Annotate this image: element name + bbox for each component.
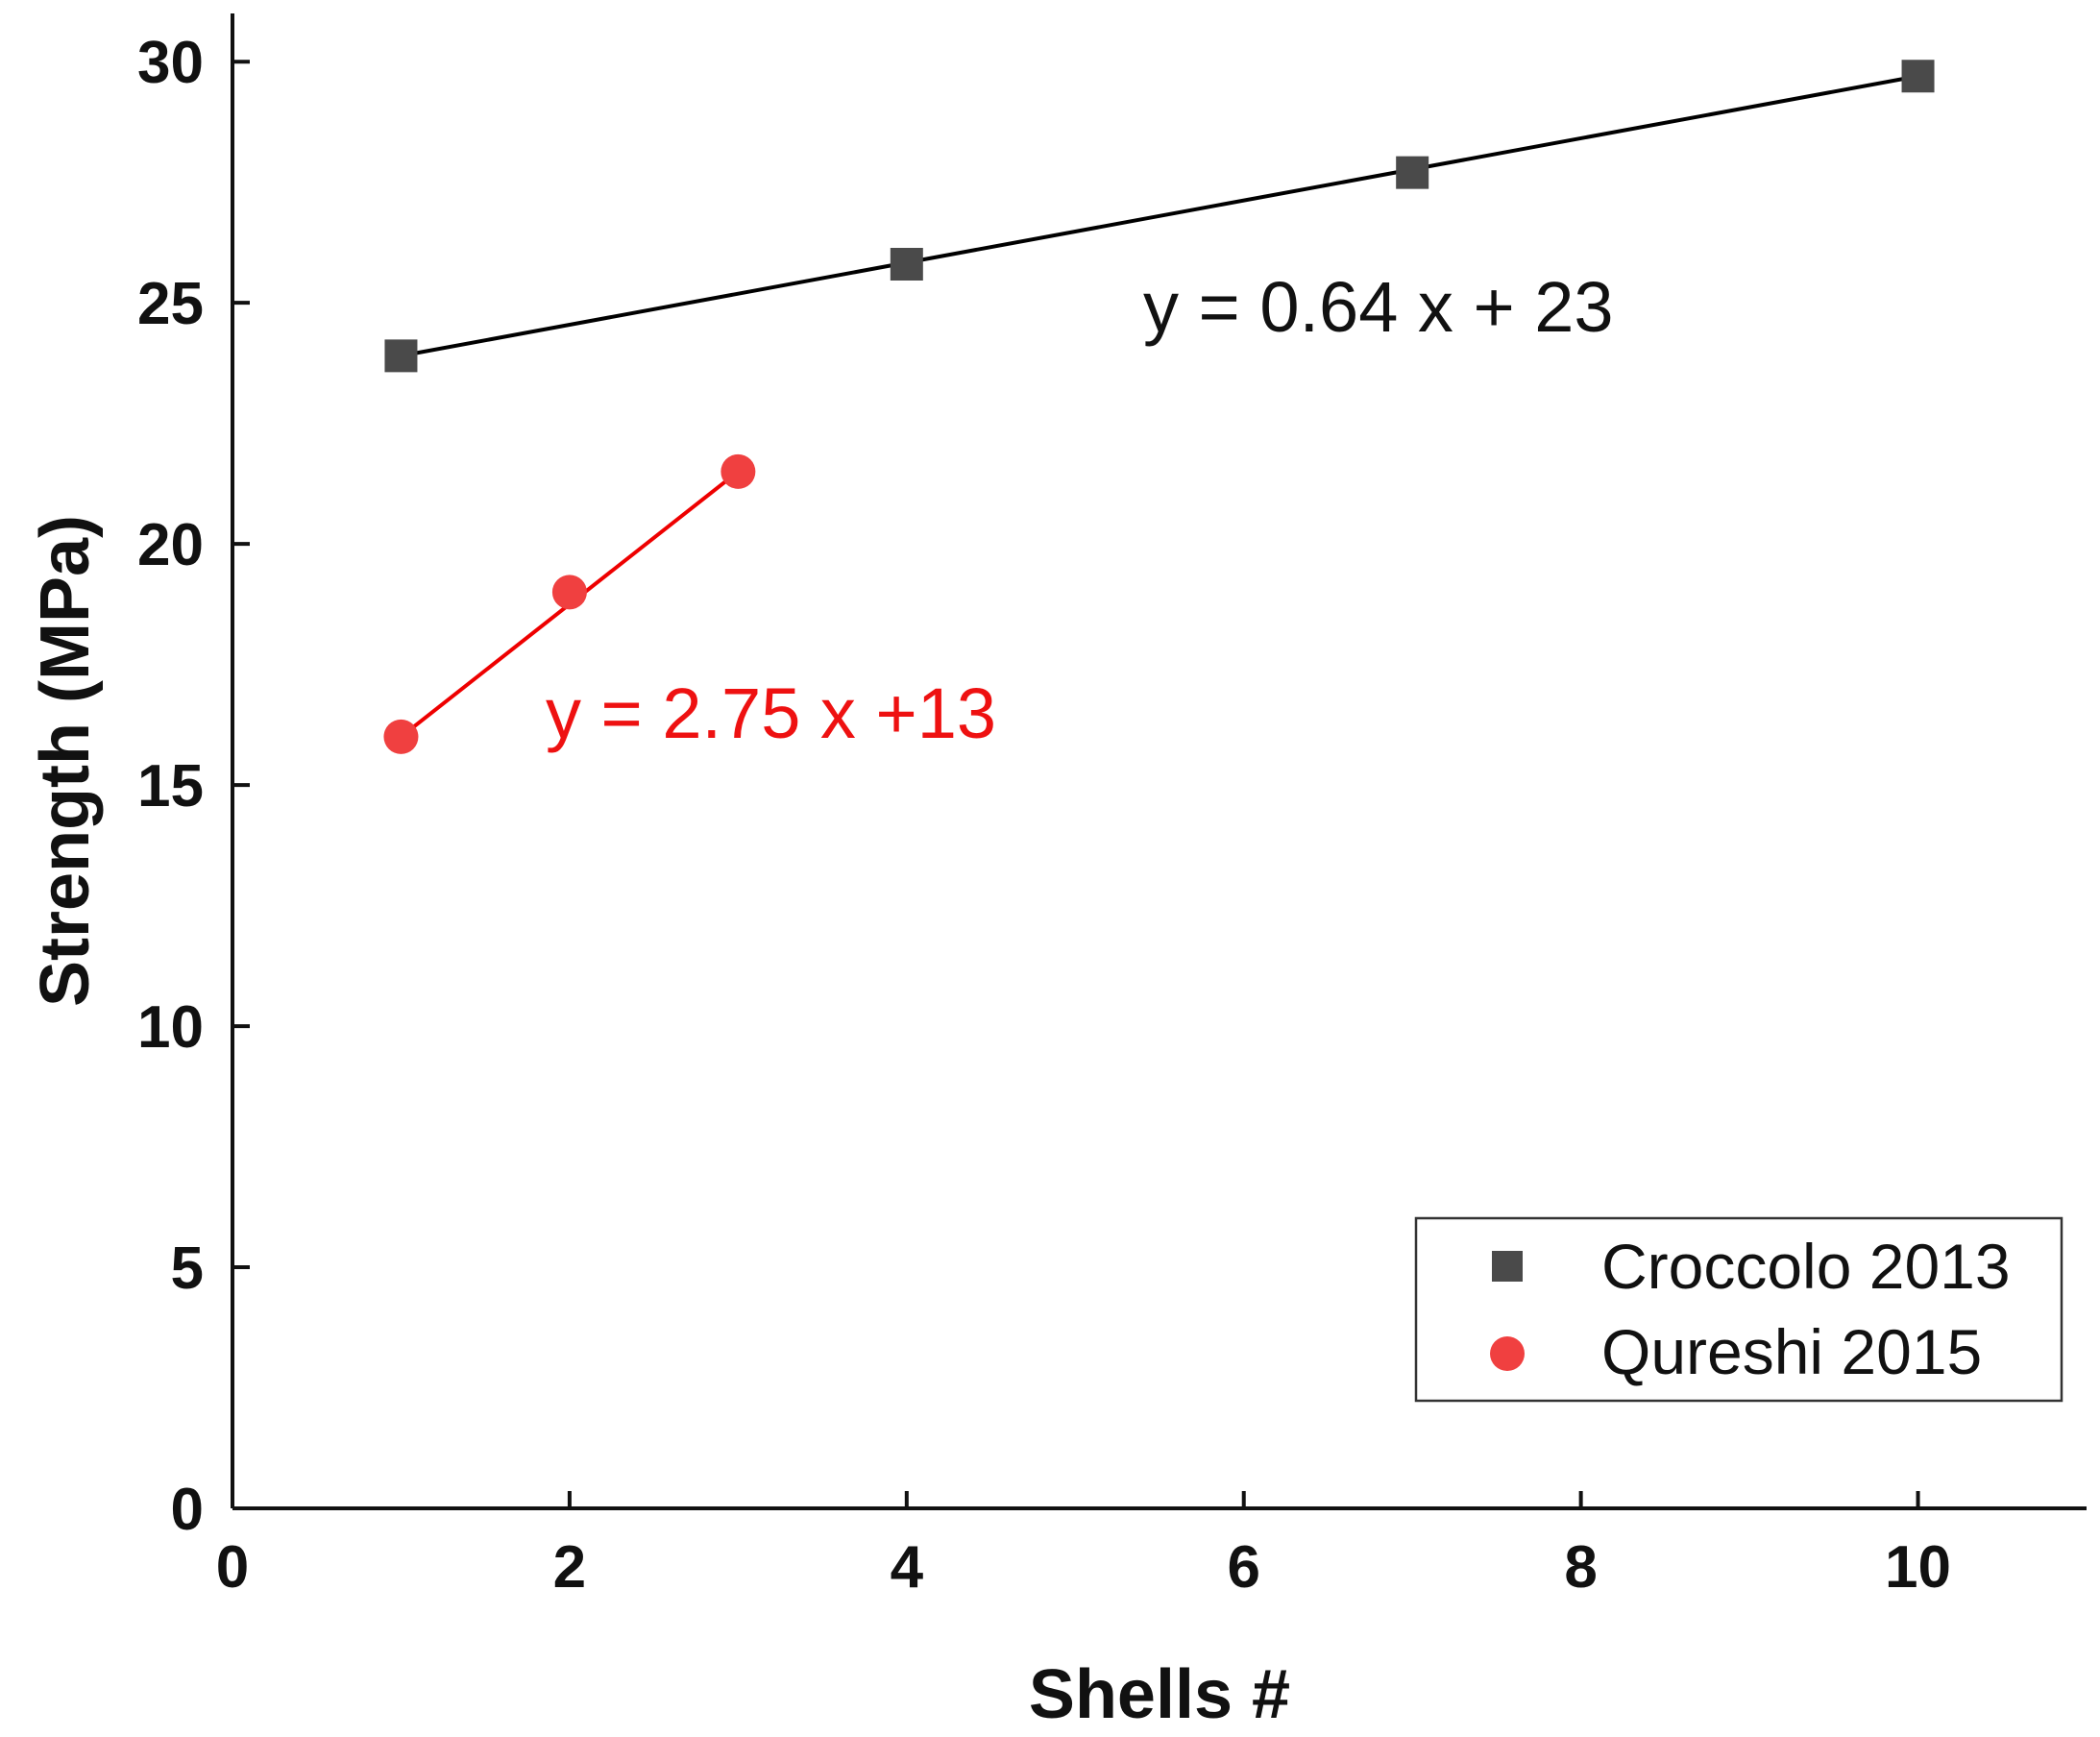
legend-marker-circle: [1490, 1336, 1525, 1371]
legend: Croccolo 2013 Qureshi 2015: [1414, 1216, 2063, 1403]
x-tick-label: 8: [1564, 1534, 1597, 1601]
data-point-croccolo: [890, 248, 923, 281]
legend-label-qureshi: Qureshi 2015: [1601, 1316, 1982, 1387]
y-tick-label: 15: [137, 753, 204, 820]
data-point-croccolo: [1396, 156, 1429, 189]
ticks: 0 2 4 6 8 10 0 5 10 15 20 25 30: [137, 30, 1951, 1601]
x-tick-label: 10: [1885, 1534, 1951, 1601]
y-tick-label: 30: [137, 30, 204, 96]
y-tick-label: 0: [171, 1477, 204, 1543]
data-point-qureshi: [720, 453, 756, 489]
x-tick-label: 2: [553, 1534, 586, 1601]
data-point-qureshi: [551, 575, 587, 610]
x-axis-title: Shells #: [1029, 1656, 1290, 1733]
legend-box: [1414, 1216, 2063, 1403]
fit-line-croccolo: [401, 74, 1918, 358]
y-axis-title: Strength (MPa): [27, 515, 104, 1007]
axes: [231, 13, 2087, 1510]
fit-equation-qureshi: y = 2.75 x +13: [546, 673, 996, 753]
x-tick-label: 0: [216, 1534, 249, 1601]
data-points: [383, 60, 1935, 754]
fit-lines: [400, 74, 1918, 739]
data-point-croccolo: [1901, 60, 1935, 93]
y-tick-label: 20: [137, 512, 204, 578]
y-tick-label: 25: [137, 271, 204, 337]
legend-marker-square: [1492, 1251, 1523, 1282]
x-tick-label: 6: [1227, 1534, 1259, 1601]
data-point-croccolo: [384, 339, 418, 373]
fit-equation-croccolo: y = 0.64 x + 23: [1143, 267, 1614, 347]
y-tick-label: 5: [171, 1235, 204, 1302]
x-tick-label: 4: [891, 1534, 924, 1601]
data-point-qureshi: [383, 719, 419, 754]
y-tick-label: 10: [137, 994, 204, 1061]
legend-label-croccolo: Croccolo 2013: [1601, 1231, 2011, 1302]
